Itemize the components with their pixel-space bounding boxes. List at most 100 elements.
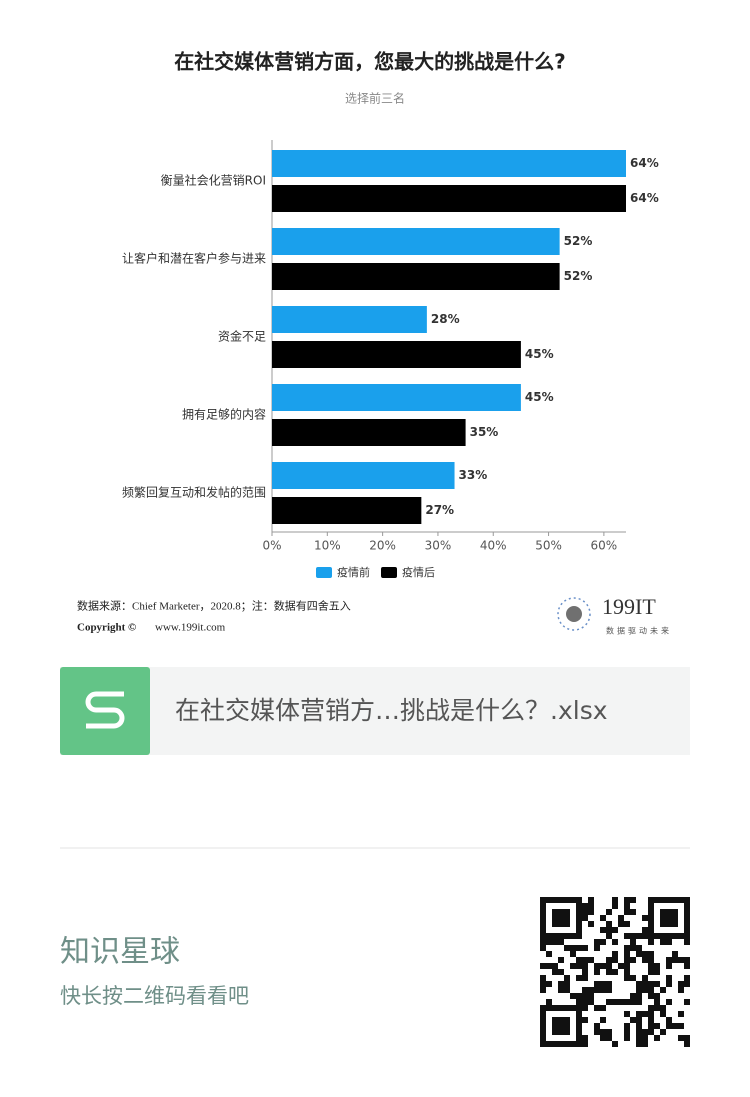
qr-module — [540, 963, 546, 969]
qr-module — [624, 951, 630, 957]
qr-module — [672, 951, 678, 957]
bar — [272, 263, 560, 290]
qr-module — [684, 897, 690, 903]
qr-module — [546, 939, 552, 945]
qr-module — [606, 963, 612, 969]
website: www.199it.com — [155, 622, 226, 634]
qr-module — [684, 915, 690, 921]
x-tick-label: 40% — [480, 539, 507, 553]
qr-module — [678, 933, 684, 939]
x-tick-label: 10% — [314, 539, 341, 553]
qr-module — [600, 939, 606, 945]
qr-module — [570, 897, 576, 903]
qr-module — [576, 999, 582, 1005]
qr-module — [570, 993, 576, 999]
qr-module — [636, 987, 642, 993]
qr-module — [600, 1017, 606, 1023]
qr-module — [582, 1005, 588, 1011]
qr-module — [600, 987, 606, 993]
qr-module — [540, 909, 546, 915]
qr-module — [672, 915, 678, 921]
qr-module — [558, 939, 564, 945]
qr-module — [594, 945, 600, 951]
qr-module — [546, 897, 552, 903]
qr-module — [684, 903, 690, 909]
logo-name: 199IT — [602, 594, 656, 619]
value-label: 35% — [470, 425, 499, 439]
qr-module — [648, 963, 654, 969]
qr-module — [564, 1017, 570, 1023]
qr-module — [666, 975, 672, 981]
value-label: 27% — [425, 503, 454, 517]
qr-module — [582, 945, 588, 951]
qr-module — [552, 969, 558, 975]
qr-module — [618, 921, 624, 927]
qr-module — [588, 999, 594, 1005]
bar — [272, 185, 626, 212]
qr-module — [576, 897, 582, 903]
qr-module — [606, 1029, 612, 1035]
qr-module — [582, 999, 588, 1005]
qr-module — [612, 939, 618, 945]
qr-module — [564, 1041, 570, 1047]
qr-module — [666, 981, 672, 987]
qr-module — [552, 1017, 558, 1023]
y-tick-label: 衡量社会化营销ROI — [161, 173, 266, 188]
footer-subtitle: 快长按二维码看看吧 — [60, 984, 249, 1008]
legend-swatch — [316, 567, 332, 578]
qr-module — [594, 1023, 600, 1029]
qr-module — [552, 1041, 558, 1047]
qr-module — [678, 1011, 684, 1017]
qr-module — [606, 981, 612, 987]
qr-module — [672, 957, 678, 963]
qr-module — [582, 969, 588, 975]
qr-module — [540, 1029, 546, 1035]
qr-module — [576, 927, 582, 933]
qr-module — [576, 1041, 582, 1047]
qr-module — [636, 1011, 642, 1017]
qr-module — [630, 999, 636, 1005]
qr-module — [660, 1011, 666, 1017]
value-label: 64% — [630, 156, 659, 170]
chart-title: 在社交媒体营销方面，您最大的挑战是什么? — [174, 50, 566, 74]
qr-module — [648, 927, 654, 933]
qr-module — [576, 1035, 582, 1041]
qr-module — [630, 945, 636, 951]
qr-module — [540, 933, 546, 939]
qr-module — [636, 945, 642, 951]
bar — [272, 228, 560, 255]
qr-module — [624, 903, 630, 909]
qr-module — [666, 909, 672, 915]
qr-module — [606, 999, 612, 1005]
footer-title: 知识星球 — [60, 935, 180, 970]
qr-module — [666, 921, 672, 927]
qr-module — [648, 969, 654, 975]
file-card[interactable] — [60, 667, 690, 755]
qr-module — [642, 981, 648, 987]
qr-module — [588, 897, 594, 903]
qr-module — [636, 1041, 642, 1047]
x-tick-label: 0% — [262, 539, 281, 553]
qr-module — [570, 1005, 576, 1011]
qr-module — [684, 999, 690, 1005]
qr-module — [576, 975, 582, 981]
qr-module — [540, 1005, 546, 1011]
qr-module — [612, 903, 618, 909]
qr-module — [552, 897, 558, 903]
qr-module — [606, 969, 612, 975]
qr-module — [594, 1029, 600, 1035]
qr-module — [540, 921, 546, 927]
qr-module — [558, 897, 564, 903]
qr-module — [648, 1017, 654, 1023]
qr-module — [654, 1023, 660, 1029]
qr-module — [552, 909, 558, 915]
qr-module — [654, 999, 660, 1005]
value-label: 52% — [564, 269, 593, 283]
qr-module — [648, 951, 654, 957]
qr-module — [576, 903, 582, 909]
qr-module — [594, 987, 600, 993]
qr-module — [552, 963, 558, 969]
qr-module — [648, 921, 654, 927]
qr-module — [612, 969, 618, 975]
